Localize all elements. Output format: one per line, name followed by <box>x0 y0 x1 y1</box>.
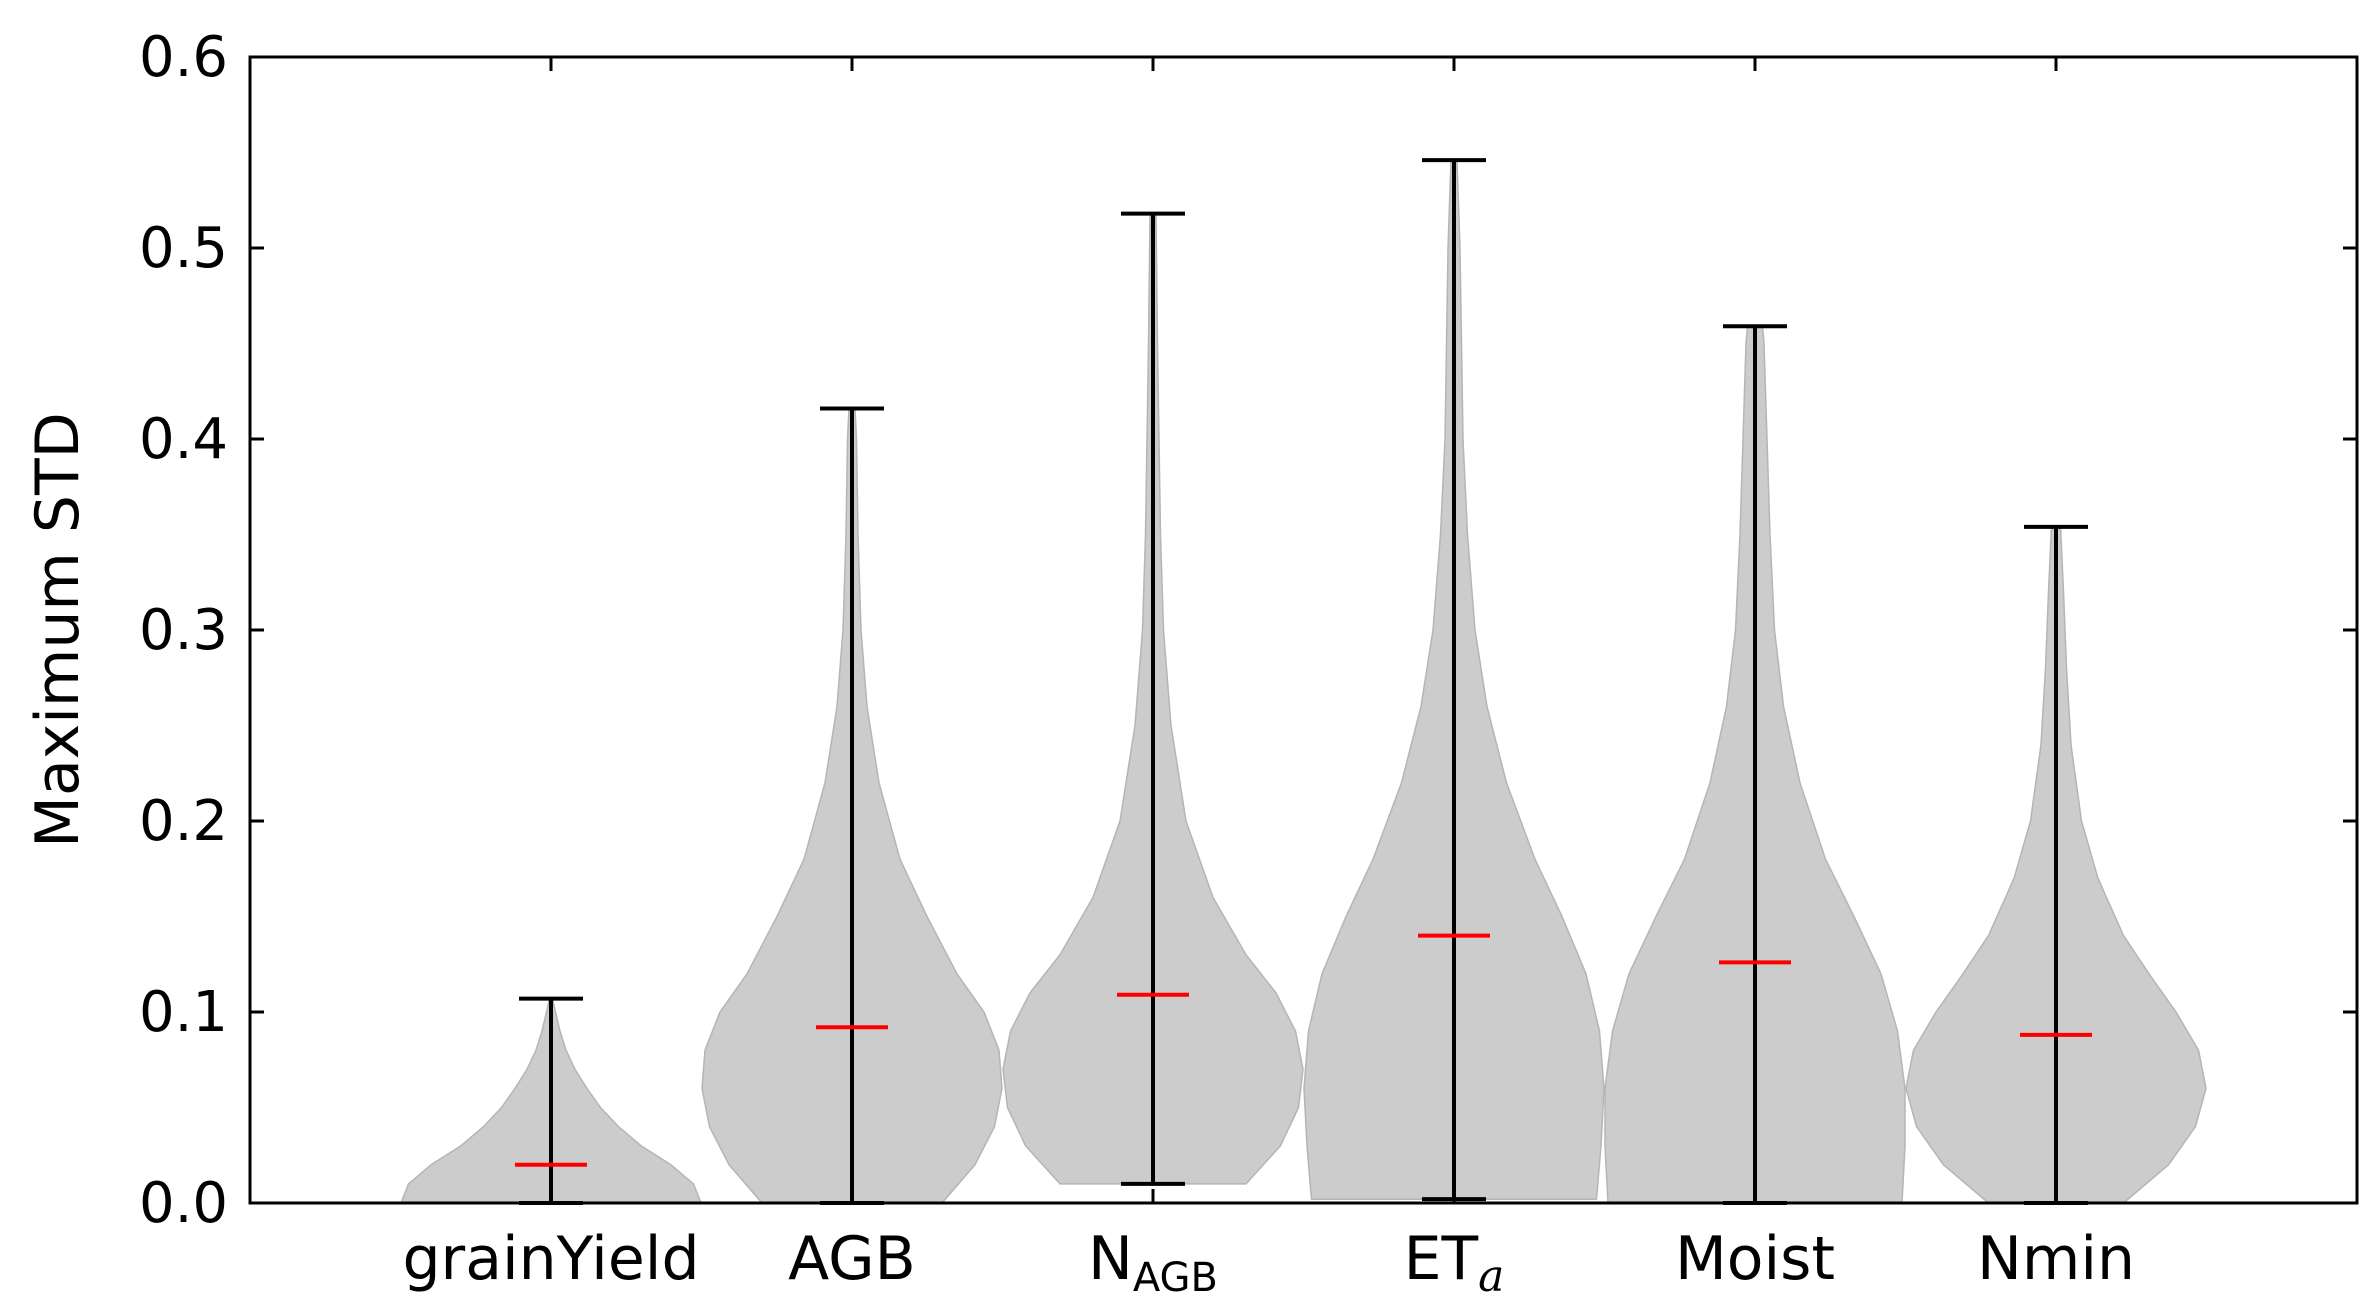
y-tick-labels: 0.0 0.1 0.2 0.3 0.4 0.5 0.6 <box>139 25 228 1236</box>
x-label-Nmin: Nmin <box>1977 1224 2135 1294</box>
y-tick-label: 0.1 <box>139 980 228 1045</box>
y-tick-label: 0.5 <box>139 216 228 281</box>
y-tick-label: 0.6 <box>139 25 228 90</box>
x-label-AGB: AGB <box>788 1224 916 1294</box>
y-tick-label: 0.3 <box>139 598 228 663</box>
tick-layer <box>250 55 2357 1205</box>
whisker-layer <box>519 158 2088 1205</box>
violin-layer <box>400 159 2207 1204</box>
y-tick-label: 0.0 <box>139 1171 228 1236</box>
x-label-sub: AGB <box>1133 1255 1218 1301</box>
x-label-main: ET <box>1404 1224 1479 1294</box>
x-label-N_AGB: NAGB <box>1088 1224 1218 1301</box>
y-tick-label: 0.4 <box>139 407 228 472</box>
x-category-labels: grainYield AGB NAGB ETa Moist Nmin <box>402 1224 2135 1302</box>
median-layer <box>515 933 2092 1167</box>
y-tick-label: 0.2 <box>139 789 228 854</box>
x-label-grainYield: grainYield <box>402 1224 699 1294</box>
y-axis-title: Maximum STD <box>23 412 93 848</box>
x-label-ET_a: ETa <box>1404 1224 1505 1302</box>
x-label-main: N <box>1088 1224 1133 1294</box>
x-label-Moist: Moist <box>1675 1224 1835 1294</box>
x-label-sub: a <box>1478 1251 1504 1302</box>
